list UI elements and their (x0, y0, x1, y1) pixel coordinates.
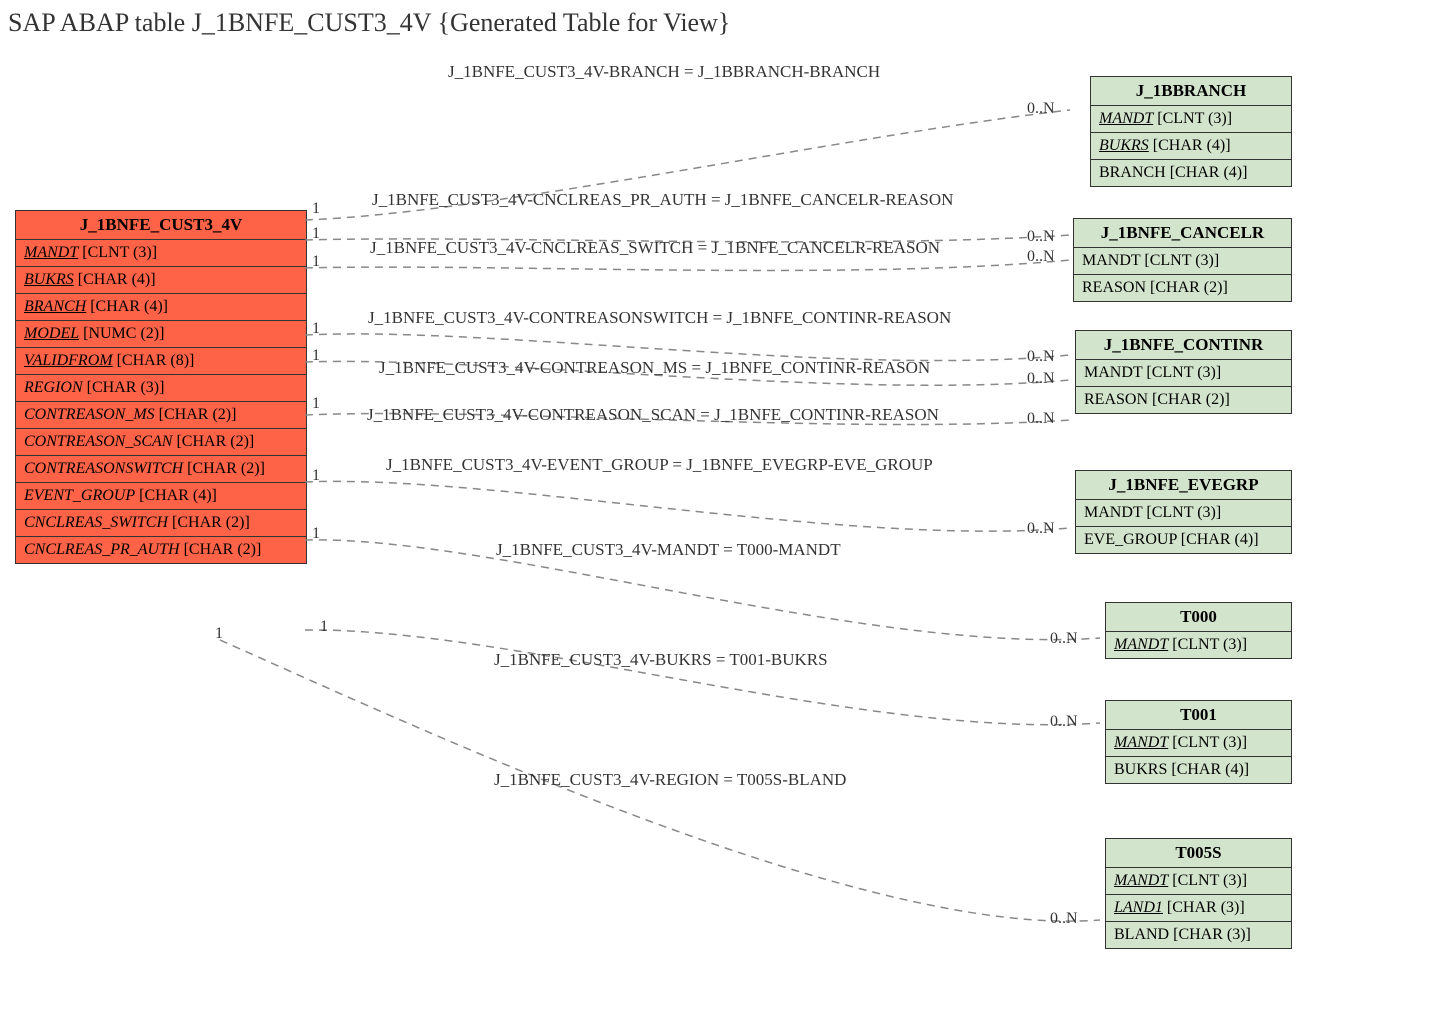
field-row: REGION [CHAR (3)] (16, 375, 306, 402)
field-row: BRANCH [CHAR (4)] (16, 294, 306, 321)
field-row: MANDT [CLNT (3)] (1106, 730, 1291, 757)
field-row: MANDT [CLNT (3)] (1106, 868, 1291, 895)
field-row: MANDT [CLNT (3)] (1076, 500, 1291, 527)
field-row: MANDT [CLNT (3)] (1106, 632, 1291, 658)
entity-t005s: T005SMANDT [CLNT (3)]LAND1 [CHAR (3)]BLA… (1105, 838, 1292, 949)
entity-header: J_1BNFE_CUST3_4V (16, 211, 306, 240)
cardinality-src: 1 (312, 525, 320, 543)
entity-t001: T001MANDT [CLNT (3)]BUKRS [CHAR (4)] (1105, 700, 1292, 784)
field-row: EVE_GROUP [CHAR (4)] (1076, 527, 1291, 553)
cardinality-src: 1 (312, 467, 320, 485)
cardinality-src: 1 (312, 253, 320, 271)
field-row: BRANCH [CHAR (4)] (1091, 160, 1291, 186)
entity-header: T000 (1106, 603, 1291, 632)
entity-t000: T000MANDT [CLNT (3)] (1105, 602, 1292, 659)
entity-header: J_1BBRANCH (1091, 77, 1291, 106)
cardinality-dst: 0..N (1050, 910, 1078, 928)
cardinality-src: 1 (312, 347, 320, 365)
relationship-label: J_1BNFE_CUST3_4V-CNCLREAS_SWITCH = J_1BN… (370, 238, 940, 258)
field-row: LAND1 [CHAR (3)] (1106, 895, 1291, 922)
cardinality-src: 1 (312, 200, 320, 218)
entity-j_1bbranch: J_1BBRANCHMANDT [CLNT (3)]BUKRS [CHAR (4… (1090, 76, 1292, 187)
field-row: CONTREASON_MS [CHAR (2)] (16, 402, 306, 429)
cardinality-src: 1 (215, 625, 223, 643)
field-row: BUKRS [CHAR (4)] (16, 267, 306, 294)
relationship-label: J_1BNFE_CUST3_4V-CNCLREAS_PR_AUTH = J_1B… (372, 190, 953, 210)
field-row: MANDT [CLNT (3)] (1076, 360, 1291, 387)
cardinality-src: 1 (312, 225, 320, 243)
relationship-label: J_1BNFE_CUST3_4V-CONTREASONSWITCH = J_1B… (368, 308, 951, 328)
field-row: CNCLREAS_PR_AUTH [CHAR (2)] (16, 537, 306, 563)
cardinality-dst: 0..N (1027, 370, 1055, 388)
entity-j_1bnfe_continr: J_1BNFE_CONTINRMANDT [CLNT (3)]REASON [C… (1075, 330, 1292, 414)
entity-j_1bnfe_cust3_4v: J_1BNFE_CUST3_4VMANDT [CLNT (3)]BUKRS [C… (15, 210, 307, 564)
cardinality-src: 1 (320, 618, 328, 636)
entity-header: J_1BNFE_CONTINR (1076, 331, 1291, 360)
field-row: EVENT_GROUP [CHAR (4)] (16, 483, 306, 510)
field-row: BUKRS [CHAR (4)] (1106, 757, 1291, 783)
cardinality-dst: 0..N (1050, 713, 1078, 731)
field-row: CONTREASONSWITCH [CHAR (2)] (16, 456, 306, 483)
relationship-label: J_1BNFE_CUST3_4V-CONTREASON_MS = J_1BNFE… (379, 358, 930, 378)
relationship-label: J_1BNFE_CUST3_4V-REGION = T005S-BLAND (494, 770, 846, 790)
field-row: BUKRS [CHAR (4)] (1091, 133, 1291, 160)
field-row: MANDT [CLNT (3)] (1074, 248, 1291, 275)
entity-header: J_1BNFE_CANCELR (1074, 219, 1291, 248)
cardinality-dst: 0..N (1027, 410, 1055, 428)
cardinality-dst: 0..N (1050, 630, 1078, 648)
cardinality-dst: 0..N (1027, 228, 1055, 246)
entity-j_1bnfe_cancelr: J_1BNFE_CANCELRMANDT [CLNT (3)]REASON [C… (1073, 218, 1292, 302)
relationship-label: J_1BNFE_CUST3_4V-BUKRS = T001-BUKRS (494, 650, 828, 670)
cardinality-dst: 0..N (1027, 520, 1055, 538)
field-row: MODEL [NUMC (2)] (16, 321, 306, 348)
field-row: REASON [CHAR (2)] (1076, 387, 1291, 413)
cardinality-dst: 0..N (1027, 100, 1055, 118)
cardinality-dst: 0..N (1027, 348, 1055, 366)
relationship-label: J_1BNFE_CUST3_4V-CONTREASON_SCAN = J_1BN… (367, 405, 939, 425)
field-row: BLAND [CHAR (3)] (1106, 922, 1291, 948)
relationship-label: J_1BNFE_CUST3_4V-BRANCH = J_1BBRANCH-BRA… (448, 62, 880, 82)
field-row: CONTREASON_SCAN [CHAR (2)] (16, 429, 306, 456)
relationship-label: J_1BNFE_CUST3_4V-EVENT_GROUP = J_1BNFE_E… (386, 455, 933, 475)
cardinality-dst: 0..N (1027, 248, 1055, 266)
field-row: CNCLREAS_SWITCH [CHAR (2)] (16, 510, 306, 537)
field-row: MANDT [CLNT (3)] (16, 240, 306, 267)
field-row: MANDT [CLNT (3)] (1091, 106, 1291, 133)
field-row: REASON [CHAR (2)] (1074, 275, 1291, 301)
entity-header: T001 (1106, 701, 1291, 730)
page-title: SAP ABAP table J_1BNFE_CUST3_4V {Generat… (8, 8, 730, 38)
entity-header: J_1BNFE_EVEGRP (1076, 471, 1291, 500)
relationship-label: J_1BNFE_CUST3_4V-MANDT = T000-MANDT (496, 540, 841, 560)
cardinality-src: 1 (312, 395, 320, 413)
entity-j_1bnfe_evegrp: J_1BNFE_EVEGRPMANDT [CLNT (3)]EVE_GROUP … (1075, 470, 1292, 554)
field-row: VALIDFROM [CHAR (8)] (16, 348, 306, 375)
cardinality-src: 1 (312, 320, 320, 338)
entity-header: T005S (1106, 839, 1291, 868)
